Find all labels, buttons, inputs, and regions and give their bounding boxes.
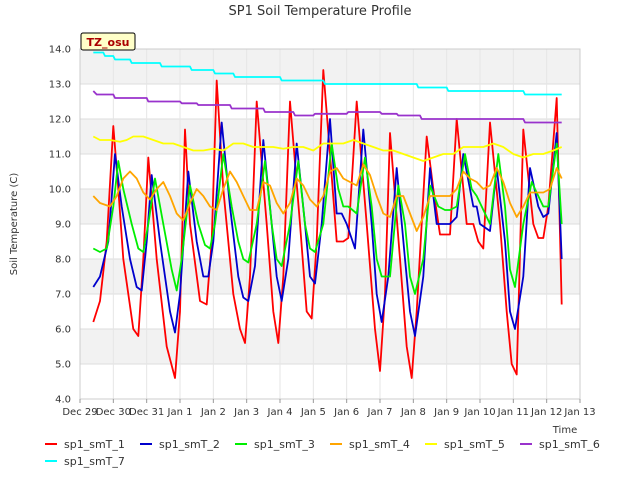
legend-label: sp1_smT_3	[254, 438, 315, 451]
x-tick-label: Jan 12	[530, 407, 562, 418]
legend-label: sp1_smT_2	[159, 438, 220, 451]
y-tick-label: 8.0	[55, 255, 71, 266]
plot-frame	[79, 48, 581, 400]
x-tick-label: Jan 5	[300, 407, 326, 418]
plot-band	[80, 49, 580, 84]
y-tick-label: 13.0	[49, 80, 71, 91]
x-tick-label: Dec 31	[129, 407, 164, 418]
y-tick-label: 9.0	[55, 220, 71, 231]
x-tick-label: Jan 7	[367, 407, 393, 418]
plot-band	[80, 224, 580, 259]
y-tick-label: 12.0	[49, 115, 71, 126]
x-tick-label: Dec 30	[96, 407, 131, 418]
x-axis-label: Time	[552, 425, 577, 436]
y-tick-label: 10.0	[49, 185, 71, 196]
x-tick-label: Jan 10	[463, 407, 495, 418]
legend-label: sp1_smT_4	[349, 438, 410, 451]
legend: sp1_smT_1 sp1_smT_2 sp1_smT_3 sp1_smT_4 sp1_…	[45, 438, 600, 468]
legend-label: sp1_smT_1	[64, 438, 125, 451]
y-tick-label: 6.0	[55, 325, 71, 336]
y-tick-label: 7.0	[55, 290, 71, 301]
x-tick-label: Jan 3	[233, 407, 259, 418]
x-tick-label: Jan 6	[333, 407, 359, 418]
y-tick-label: 4.0	[55, 395, 71, 406]
legend-label: sp1_smT_7	[64, 455, 125, 468]
x-tick-label: Jan 2	[200, 407, 226, 418]
x-tick-label: Jan 13	[563, 407, 595, 418]
x-tick-label: Jan 11	[497, 407, 529, 418]
x-tick-label: Jan 1	[167, 407, 193, 418]
x-tick-label: Dec 29	[62, 407, 97, 418]
tz-badge: TZ_osu	[80, 32, 136, 51]
series-line-sp1_smT_2	[92, 118, 563, 337]
series-line-sp1_smT_6	[92, 90, 562, 124]
tz-badge-text: TZ_osu	[87, 36, 130, 49]
plot-band	[80, 364, 580, 399]
y-tick-label: 11.0	[49, 150, 71, 161]
x-tick-label: Jan 4	[267, 407, 293, 418]
series-line-sp1_smT_7	[93, 51, 562, 96]
legend-label: sp1_smT_6	[539, 438, 600, 451]
series-line-sp1_smT_4	[92, 163, 563, 232]
legend-label: sp1_smT_5	[444, 438, 505, 451]
x-tick-label: Jan 8	[400, 407, 426, 418]
x-tick-label: Jan 9	[433, 407, 459, 418]
y-tick-label: 14.0	[49, 45, 71, 56]
plot-band	[80, 329, 580, 364]
series-lines	[92, 51, 563, 379]
y-axis-ticks: 4.0 5.0 6.0 7.0 8.0 9.0 10.0 11.0 12.0 13.0 14.0	[49, 45, 71, 406]
chart-title: SP1 Soil Temperature Profile	[229, 4, 412, 19]
y-tick-label: 5.0	[55, 360, 71, 371]
series-line-sp1_smT_5	[92, 135, 563, 162]
y-axis-label: Soil Temperature (C)	[9, 173, 20, 276]
